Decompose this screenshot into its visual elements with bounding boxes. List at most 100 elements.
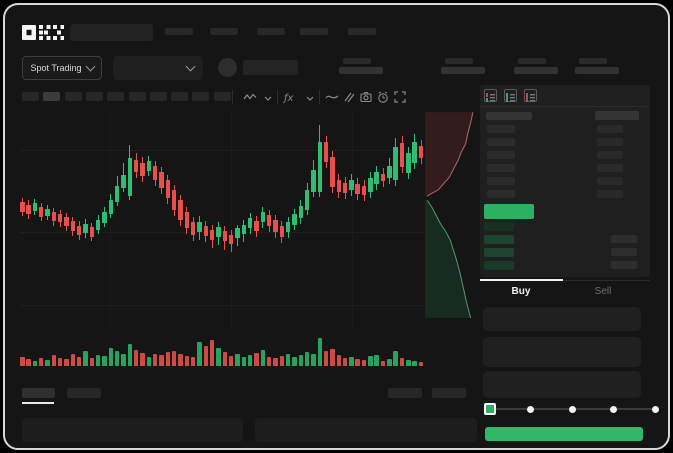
amount-input[interactable]	[483, 337, 641, 367]
candle-body	[241, 225, 247, 234]
nav-item-placeholder[interactable]	[257, 28, 285, 35]
orderbook-header-right	[595, 111, 639, 120]
nav-item-placeholder[interactable]	[210, 28, 238, 35]
candle-body	[349, 180, 354, 190]
candle-body	[380, 174, 386, 181]
nav-item-placeholder[interactable]	[348, 28, 376, 35]
tab-sell[interactable]: Sell	[594, 286, 612, 297]
slider-stop[interactable]	[651, 405, 659, 413]
book-combined-icon[interactable]	[484, 89, 497, 102]
volume-bar	[368, 356, 373, 366]
ask-price-placeholder[interactable]	[487, 125, 515, 133]
chevron-down-icon[interactable]	[261, 91, 275, 105]
bid-size-placeholder	[611, 235, 637, 243]
depth-chart	[425, 112, 474, 318]
book-bids-icon[interactable]	[504, 89, 517, 102]
okx-logo[interactable]	[22, 25, 64, 45]
volume-bar	[197, 342, 202, 366]
timeframe-button[interactable]	[171, 92, 189, 101]
slider-handle[interactable]	[484, 403, 496, 415]
candle-body	[399, 143, 405, 167]
compare-icon[interactable]	[342, 90, 356, 104]
candle-style-icon[interactable]	[243, 90, 257, 104]
timeframe-button[interactable]	[192, 92, 210, 101]
candle-body	[336, 180, 341, 192]
stat-value-placeholder	[575, 67, 619, 74]
market-type-label: Spot Trading	[30, 63, 82, 73]
candle-body	[355, 184, 360, 194]
gridline-horizontal	[20, 150, 424, 151]
candle-body	[374, 172, 379, 184]
bottom-tab-history[interactable]	[67, 388, 101, 398]
volume-bar	[171, 351, 177, 366]
bottom-tab-open-orders[interactable]	[22, 388, 55, 398]
chevron-down-icon	[85, 61, 95, 72]
timeframe-button[interactable]	[22, 92, 39, 101]
timeframe-button[interactable]	[149, 92, 167, 101]
pair-selector-dropdown[interactable]	[113, 56, 203, 80]
nav-item-placeholder[interactable]	[300, 28, 328, 35]
volume-bar	[393, 351, 398, 366]
candle-body	[254, 221, 259, 231]
volume-bar	[361, 360, 367, 366]
indicator-fx-icon[interactable]: ƒx	[283, 90, 297, 104]
bid-price-placeholder[interactable]	[484, 235, 514, 244]
ask-price-placeholder[interactable]	[487, 138, 515, 146]
timeframe-button[interactable]	[107, 92, 125, 101]
market-type-selector[interactable]: Spot Trading	[22, 56, 102, 80]
volume-bar	[266, 357, 272, 366]
ask-price-placeholder[interactable]	[487, 164, 515, 172]
volume-bar	[412, 361, 417, 366]
timeframe-button[interactable]	[213, 92, 231, 101]
bid-price-placeholder[interactable]	[484, 248, 514, 257]
camera-icon[interactable]	[359, 90, 373, 104]
volume-bar	[89, 358, 95, 366]
bid-price-placeholder[interactable]	[484, 261, 514, 270]
alarm-icon[interactable]	[376, 90, 390, 104]
candle-body	[114, 186, 120, 202]
timeframe-button[interactable]	[128, 92, 146, 101]
slider-stop[interactable]	[610, 405, 617, 413]
book-asks-icon[interactable]	[524, 89, 537, 102]
candle-body	[209, 230, 215, 240]
price-input[interactable]	[483, 307, 641, 331]
slider-stop[interactable]	[568, 405, 576, 413]
volume-bar	[45, 360, 50, 366]
volume-bar	[209, 340, 215, 366]
bottom-active-tab-indicator	[22, 402, 54, 404]
svg-text:ƒx: ƒx	[283, 93, 294, 104]
chevron-down-icon[interactable]	[303, 91, 317, 105]
bottom-right-link-1[interactable]	[388, 388, 422, 398]
timeframe-button[interactable]	[85, 92, 103, 101]
candle-body	[38, 207, 44, 217]
last-price-bar[interactable]	[484, 204, 534, 219]
volume-bar	[121, 354, 126, 366]
timeframe-button[interactable]	[64, 92, 82, 101]
global-search-input[interactable]	[70, 24, 153, 41]
volume-bar	[235, 354, 240, 366]
candle-body	[412, 142, 417, 163]
orderbook-header-left	[486, 112, 532, 120]
slider-stop[interactable]	[527, 405, 534, 413]
ask-price-placeholder[interactable]	[487, 151, 515, 159]
bottom-panel-left	[22, 418, 243, 442]
ask-price-placeholder[interactable]	[487, 177, 515, 185]
tab-buy[interactable]: Buy	[511, 286, 531, 297]
line-wave-icon[interactable]	[325, 90, 339, 104]
timeframe-button[interactable]	[43, 92, 61, 101]
ask-price-placeholder[interactable]	[487, 190, 515, 198]
fullscreen-icon[interactable]	[393, 90, 407, 104]
volume-bar	[399, 358, 405, 366]
nav-item-placeholder[interactable]	[165, 28, 193, 35]
ask-size-placeholder	[597, 138, 623, 146]
candle-body	[273, 220, 278, 232]
bottom-right-link-2[interactable]	[432, 388, 466, 398]
candle-body	[266, 215, 272, 226]
bid-size-placeholder	[611, 248, 637, 256]
total-input[interactable]	[483, 371, 641, 398]
candle-body	[178, 200, 183, 220]
bid-price-placeholder[interactable]	[484, 222, 514, 231]
buy-button[interactable]	[485, 427, 643, 441]
volume-bar	[38, 358, 44, 366]
